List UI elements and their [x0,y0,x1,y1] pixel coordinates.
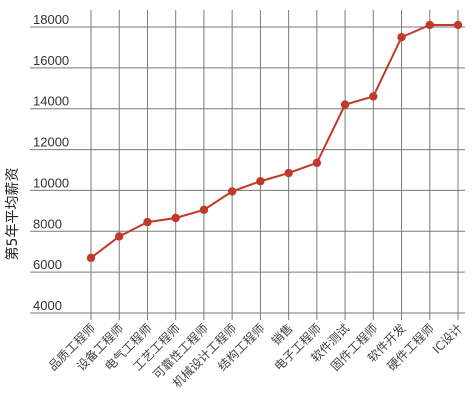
y-tick-label: 12000 [33,135,69,150]
y-tick-label: 10000 [33,175,69,190]
y-axis-label: 第5年平均薪资 [4,168,21,261]
data-point [425,20,434,30]
x-tick-label: IC设计 [430,321,465,356]
y-tick-label: 6000 [33,257,62,272]
y-tick-label: 8000 [33,216,62,231]
data-point [312,158,322,168]
data-point [256,177,265,186]
grid [30,10,465,320]
y-tick-label: 14000 [33,94,69,109]
data-point [453,20,463,30]
data-point [86,253,96,263]
series-line-path [90,23,458,259]
data-point [171,213,180,223]
data-point [227,187,237,196]
data-point [369,92,378,101]
data-point [340,100,350,109]
data-point [115,232,124,241]
y-tick-label: 4000 [33,298,62,313]
data-point [199,205,209,215]
y-tick-label: 16000 [33,53,69,68]
data-point [284,168,293,178]
y-tick-label: 18000 [33,12,69,27]
y-axis-ticks: 4000 6000 8000 10000 12000 14000 16000 18000 [33,12,69,313]
data-point [143,217,152,227]
data-point [397,33,406,42]
series-line [86,20,463,263]
